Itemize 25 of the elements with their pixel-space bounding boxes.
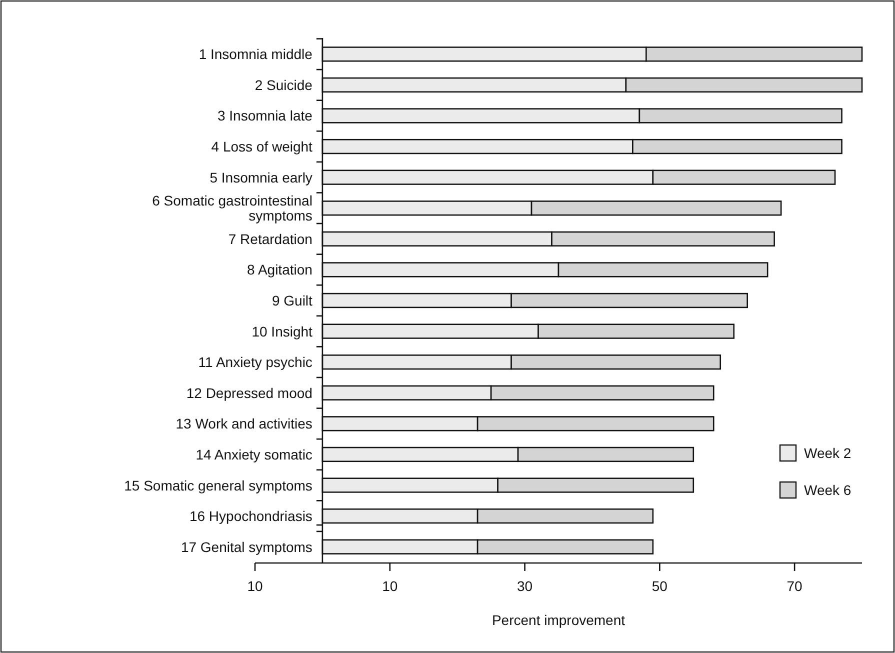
y-tick-label: 1 Insomnia middle — [198, 46, 313, 62]
y-tick-label: 9 Guilt — [272, 292, 313, 308]
y-tick-label: 10 Insight — [252, 323, 313, 340]
y-tick-label: 5 Insomnia early — [210, 169, 312, 186]
legend-label: Week 6 — [804, 482, 852, 498]
y-tick-label: 17 Genital symptoms — [180, 538, 312, 555]
y-tick-label: 4 Loss of weight — [211, 138, 313, 155]
y-tick-label: 11 Anxiety psychic — [198, 354, 312, 370]
x-tick-label: 10 — [247, 578, 263, 594]
y-tick-label: 16 Hypochondriasis — [189, 508, 312, 524]
y-tick-label: 7 Retardation — [228, 230, 312, 247]
y-tick-label: 8 Agitation — [247, 262, 312, 278]
legend-label: Week 2 — [804, 445, 852, 461]
y-tick-label: 14 Anxiety somatic — [196, 446, 312, 462]
x-tick-label: 10 — [382, 578, 398, 594]
x-tick-label: 30 — [516, 578, 533, 594]
y-tick-label: 12 Depressed mood — [186, 384, 312, 401]
x-tick-label: 50 — [652, 578, 668, 594]
x-axis-title: Percent improvement — [492, 612, 626, 628]
y-tick-label: 3 Insomnia late — [217, 108, 313, 124]
y-tick-label: 2 Suicide — [254, 76, 313, 93]
y-tick-label: 13 Work and activities — [176, 416, 312, 432]
y-tick-label: 15 Somatic general symptoms — [124, 477, 312, 494]
x-tick-label: 70 — [786, 578, 803, 594]
y-tick-label: 6 Somatic gastrointestinal symptoms — [152, 192, 312, 224]
